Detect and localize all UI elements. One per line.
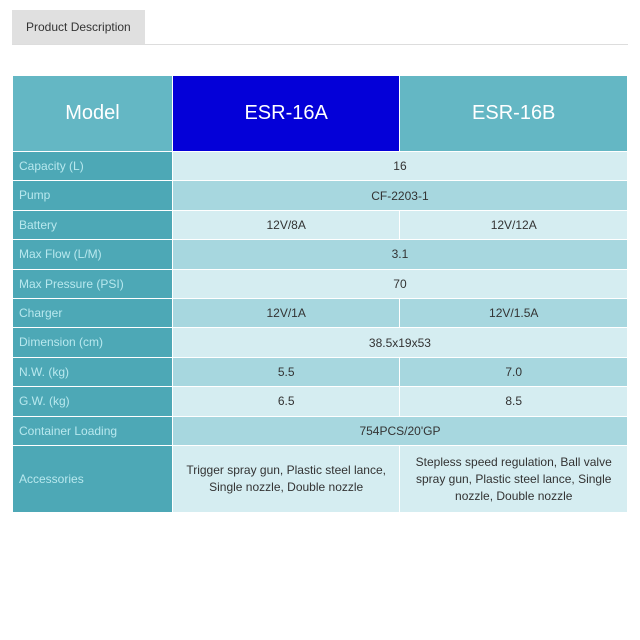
cell-shared: 754PCS/20'GP: [172, 416, 627, 445]
cell-a: 5.5: [172, 357, 400, 386]
cell-b: 7.0: [400, 357, 628, 386]
row-label: Max Pressure (PSI): [13, 269, 173, 298]
cell-a: 12V/8A: [172, 210, 400, 239]
cell-b: 8.5: [400, 387, 628, 416]
row-dimension: Dimension (cm) 38.5x19x53: [13, 328, 628, 357]
cell-a: 12V/1A: [172, 298, 400, 327]
cell-shared: 70: [172, 269, 627, 298]
spec-table-wrap: Model ESR-16A ESR-16B Capacity (L) 16 Pu…: [0, 45, 640, 513]
row-nw: N.W. (kg) 5.5 7.0: [13, 357, 628, 386]
row-battery: Battery 12V/8A 12V/12A: [13, 210, 628, 239]
row-max-pressure: Max Pressure (PSI) 70: [13, 269, 628, 298]
row-pump: Pump CF-2203-1: [13, 181, 628, 210]
cell-shared: 16: [172, 152, 627, 181]
row-max-flow: Max Flow (L/M) 3.1: [13, 240, 628, 269]
header-esr-16b: ESR-16B: [400, 76, 628, 152]
row-label: Charger: [13, 298, 173, 327]
row-label: Pump: [13, 181, 173, 210]
cell-shared: 38.5x19x53: [172, 328, 627, 357]
tab-product-description[interactable]: Product Description: [12, 10, 145, 44]
header-model: Model: [13, 76, 173, 152]
tab-bar: Product Description: [0, 0, 640, 44]
row-gw: G.W. (kg) 6.5 8.5: [13, 387, 628, 416]
cell-b: Stepless speed regulation, Ball valve sp…: [400, 445, 628, 512]
row-label: Capacity (L): [13, 152, 173, 181]
cell-a: Trigger spray gun, Plastic steel lance, …: [172, 445, 400, 512]
row-label: G.W. (kg): [13, 387, 173, 416]
row-label: Container Loading: [13, 416, 173, 445]
cell-shared: 3.1: [172, 240, 627, 269]
row-accessories: Accessories Trigger spray gun, Plastic s…: [13, 445, 628, 512]
spec-table: Model ESR-16A ESR-16B Capacity (L) 16 Pu…: [12, 75, 628, 513]
row-label: Accessories: [13, 445, 173, 512]
row-capacity: Capacity (L) 16: [13, 152, 628, 181]
cell-b: 12V/1.5A: [400, 298, 628, 327]
row-label: N.W. (kg): [13, 357, 173, 386]
cell-b: 12V/12A: [400, 210, 628, 239]
row-label: Battery: [13, 210, 173, 239]
row-label: Max Flow (L/M): [13, 240, 173, 269]
row-label: Dimension (cm): [13, 328, 173, 357]
header-esr-16a: ESR-16A: [172, 76, 400, 152]
row-charger: Charger 12V/1A 12V/1.5A: [13, 298, 628, 327]
header-row: Model ESR-16A ESR-16B: [13, 76, 628, 152]
cell-a: 6.5: [172, 387, 400, 416]
row-container-loading: Container Loading 754PCS/20'GP: [13, 416, 628, 445]
cell-shared: CF-2203-1: [172, 181, 627, 210]
